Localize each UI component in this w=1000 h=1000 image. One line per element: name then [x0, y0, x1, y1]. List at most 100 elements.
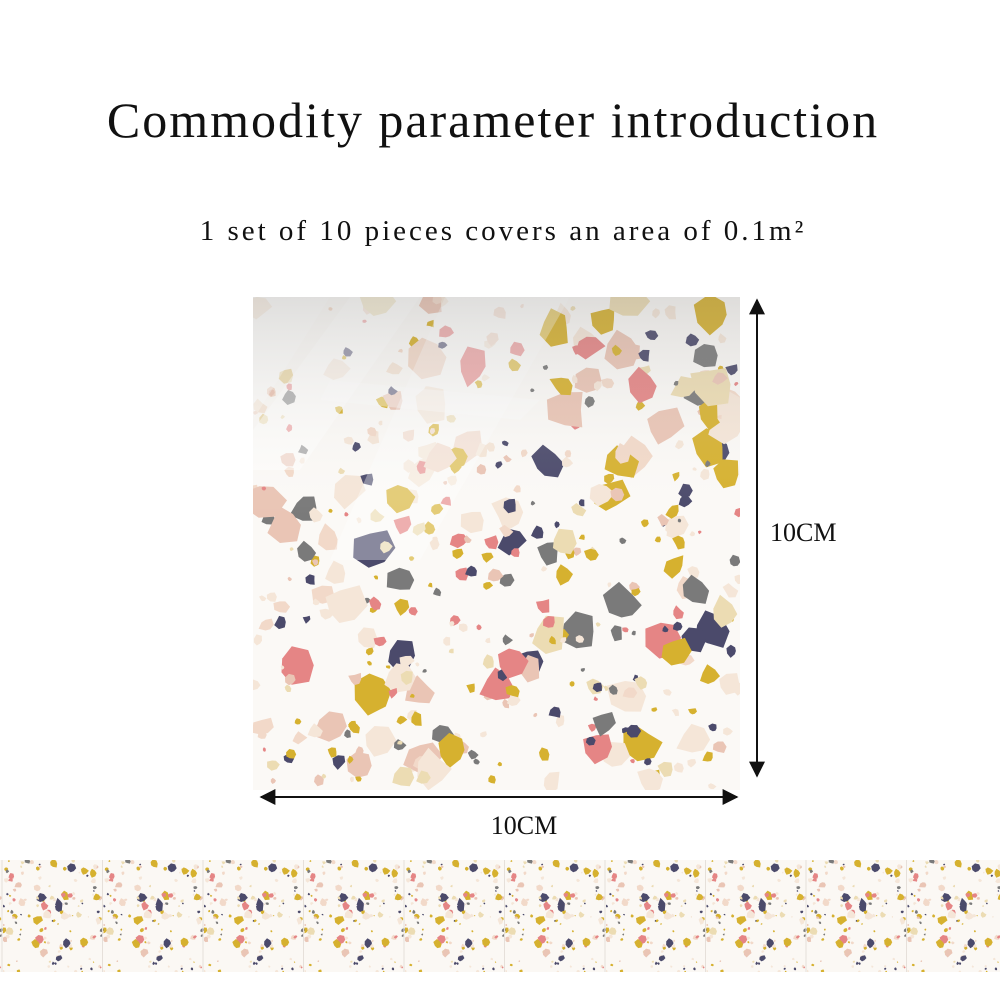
- terrazzo-chip: [698, 530, 702, 535]
- terrazzo-chip: [561, 611, 594, 649]
- terrazzo-chip: [273, 601, 291, 613]
- terrazzo-chip: [399, 655, 415, 669]
- terrazzo-chip: [385, 665, 391, 669]
- terrazzo-chip: [284, 684, 292, 692]
- terrazzo-chip: [380, 541, 393, 554]
- terrazzo-chip: [285, 673, 296, 686]
- terrazzo-chip: [572, 547, 582, 556]
- terrazzo-chip: [531, 525, 544, 539]
- terrazzo-chip: [712, 741, 727, 753]
- terrazzo-chip: [318, 523, 338, 551]
- subtitle: 1 set of 10 pieces covers an area of 0.1…: [200, 215, 807, 247]
- terrazzo-chip: [400, 670, 413, 685]
- terrazzo-chip: [602, 581, 642, 618]
- terrazzo-chip: [662, 625, 669, 633]
- terrazzo-chip: [608, 684, 618, 695]
- terrazzo-chip: [543, 771, 560, 790]
- terrazzo-chip: [280, 665, 285, 670]
- terrazzo-chip: [603, 685, 609, 692]
- terrazzo-chip: [487, 568, 504, 582]
- terrazzo-chip: [511, 548, 520, 557]
- terrazzo-chip: [555, 714, 565, 728]
- terrazzo-chip: [473, 758, 480, 765]
- terrazzo-chip: [452, 548, 464, 559]
- terrazzo-chip: [355, 776, 362, 782]
- terrazzo-chip: [411, 711, 422, 726]
- terrazzo-chip: [548, 706, 561, 718]
- terrazzo-chip: [294, 718, 302, 725]
- terrazzo-chip: [593, 696, 599, 701]
- terrazzo-chip: [626, 724, 642, 738]
- terrazzo-chip: [499, 524, 514, 538]
- terrazzo-chip: [631, 630, 636, 636]
- terrazzo-chip: [532, 615, 564, 654]
- terrazzo-chip: [536, 599, 550, 613]
- terrazzo-chip: [354, 673, 392, 716]
- height-label: 10CM: [770, 518, 836, 547]
- terrazzo-chip: [661, 637, 692, 666]
- terrazzo-chip: [460, 511, 484, 534]
- terrazzo-chip: [607, 582, 612, 588]
- terrazzo-chip: [689, 531, 696, 537]
- terrazzo-chip: [270, 777, 276, 784]
- terrazzo-chip: [556, 564, 573, 586]
- terrazzo-chip: [449, 533, 469, 549]
- terrazzo-chip: [427, 582, 433, 588]
- terrazzo-chip: [297, 540, 317, 562]
- terrazzo-chip: [672, 621, 683, 631]
- terrazzo-chip: [554, 521, 560, 529]
- terrazzo-chip: [347, 755, 354, 764]
- terrazzo-chip: [458, 623, 468, 633]
- terrazzo-chip: [497, 761, 502, 767]
- terrazzo-chip: [262, 747, 266, 752]
- terrazzo-chip: [498, 648, 529, 679]
- terrazzo-chip: [302, 615, 311, 624]
- terrazzo-chip: [529, 633, 534, 638]
- terrazzo-chip: [634, 676, 648, 690]
- terrazzo-chip: [357, 627, 378, 649]
- terrazzo-chip: [708, 783, 717, 790]
- terrazzo-chip: [485, 637, 491, 644]
- terrazzo-chip: [258, 618, 274, 631]
- terrazzo-chip: [708, 723, 717, 732]
- terrazzo-chip: [673, 762, 684, 773]
- terrazzo-chip: [666, 525, 679, 539]
- terrazzo-chip: [719, 673, 740, 695]
- terrazzo-chip: [423, 521, 436, 535]
- terrazzo-chip: [575, 635, 585, 643]
- terrazzo-chip: [327, 747, 337, 758]
- terrazzo-chip: [312, 559, 319, 566]
- terrazzo-chip: [552, 528, 577, 555]
- terrazzo-chip: [305, 574, 315, 585]
- terrazzo-chip: [325, 560, 346, 584]
- terrazzo-chip: [344, 729, 351, 738]
- terrazzo-chip: [592, 712, 616, 737]
- terrazzo-chip: [412, 522, 426, 536]
- terrazzo-chip: [253, 679, 261, 691]
- terrazzo-chip: [438, 732, 465, 769]
- terrazzo-chip: [637, 768, 663, 790]
- terrazzo-chip: [307, 723, 323, 738]
- terrazzo-chip: [480, 731, 487, 738]
- terrazzo-chip: [672, 535, 685, 550]
- terrazzo-chip: [640, 519, 649, 528]
- terrazzo-chip: [502, 698, 510, 709]
- terrazzo-chip: [321, 773, 327, 779]
- terrazzo-chip: [364, 763, 372, 769]
- terrazzo-chip: [734, 574, 740, 585]
- terrazzo-chip: [702, 751, 713, 762]
- terrazzo-chip: [408, 607, 418, 616]
- terrazzo-chip: [481, 552, 494, 563]
- terrazzo-chip: [549, 635, 556, 645]
- terrazzo-chip: [729, 554, 740, 567]
- terrazzo-chip: [722, 583, 739, 598]
- terrazzo-chip: [386, 567, 415, 590]
- terrazzo-chip: [677, 518, 682, 523]
- terrazzo-chip: [393, 739, 407, 751]
- terrazzo-chip: [654, 536, 661, 543]
- terrazzo-chip: [463, 535, 472, 544]
- terrazzo-chip: [644, 758, 652, 766]
- terrazzo-chip: [587, 723, 596, 732]
- terrazzo-chip: [365, 726, 397, 757]
